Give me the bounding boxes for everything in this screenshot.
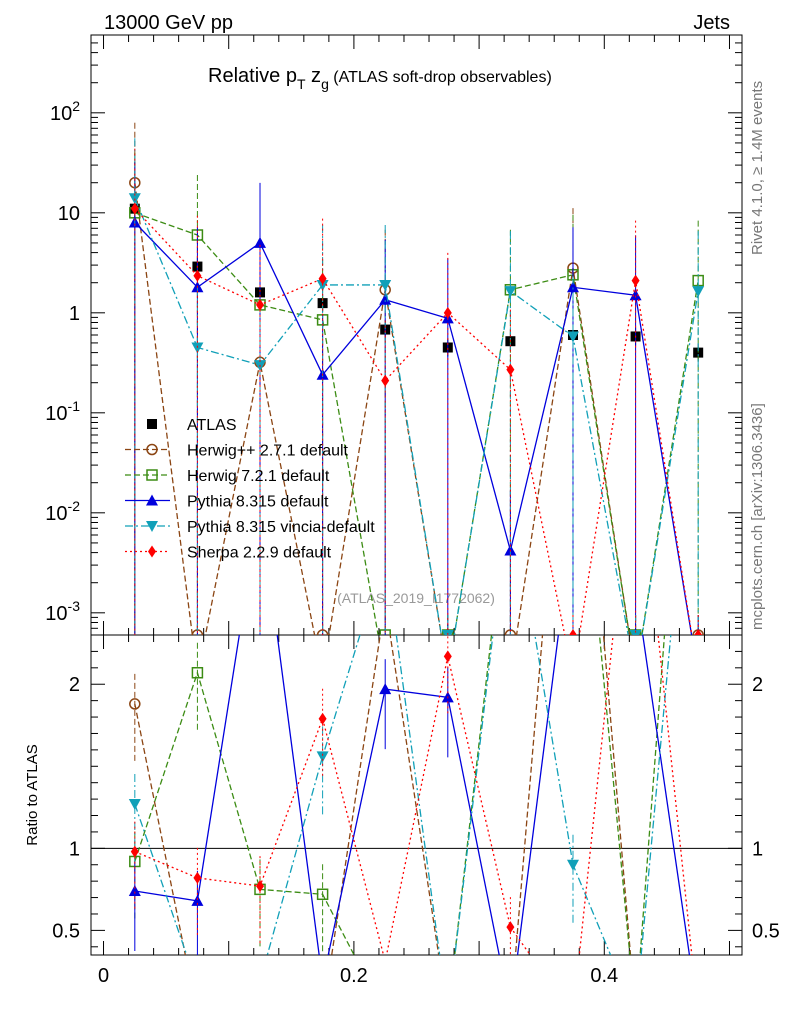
series-marker-pythia bbox=[379, 293, 392, 305]
series-marker-sherpa bbox=[193, 269, 202, 282]
legend-marker bbox=[146, 443, 158, 456]
series-marker-sherpa bbox=[318, 272, 327, 285]
series-marker-vincia bbox=[191, 342, 204, 354]
y-tick-label: 10-1 bbox=[45, 398, 80, 425]
ratio-marker-sherpa bbox=[318, 712, 327, 725]
ratio-marker-vincia bbox=[316, 751, 329, 763]
series-marker-pythia bbox=[629, 289, 642, 301]
series-marker-sherpa bbox=[443, 306, 452, 319]
series-marker-vincia bbox=[566, 331, 579, 343]
series-marker-sherpa bbox=[381, 374, 390, 387]
series-marker-sherpa bbox=[130, 202, 139, 215]
ratio-panel-frame bbox=[90, 634, 743, 956]
legend: ATLAS Herwig++ 2.7.1 default Herwig 7.2.1 … bbox=[125, 417, 375, 562]
series-line-sherpa bbox=[134, 208, 693, 635]
legend-label: Sherpa 2.2.9 default bbox=[187, 545, 332, 562]
ratio-marker-pythia bbox=[379, 683, 392, 695]
ratio-tick-label-left: 1 bbox=[69, 838, 80, 860]
ratio-line-sherpa bbox=[134, 635, 693, 955]
ratio-marker-vincia bbox=[128, 799, 141, 811]
ratio-tick-label-right: 2 bbox=[752, 674, 763, 696]
series-marker-sherpa bbox=[694, 629, 703, 635]
series-line-vincia bbox=[134, 197, 699, 635]
ratio-line-herwig7 bbox=[134, 635, 666, 955]
series-layer bbox=[128, 122, 705, 955]
series-line-herwig7 bbox=[134, 212, 699, 635]
atlas-point bbox=[693, 347, 704, 358]
rivet-label: Rivet 4.1.0, ≥ 1.4M events bbox=[749, 81, 766, 255]
legend-marker bbox=[147, 419, 157, 429]
mcplots-label: mcplots.cern.ch [arXiv:1306.3436] bbox=[749, 403, 766, 630]
series-marker-vincia bbox=[692, 286, 705, 298]
ratio-line-pythia bbox=[134, 635, 691, 955]
series-marker-vincia bbox=[379, 279, 392, 291]
ratio-marker-sherpa bbox=[130, 845, 139, 858]
ratio-marker-herwig7 bbox=[316, 888, 329, 901]
legend-label: Herwig 7.2.1 default bbox=[187, 468, 330, 485]
series-marker-pythia bbox=[254, 236, 267, 248]
ratio-marker-sherpa bbox=[193, 871, 202, 884]
series-marker-sherpa bbox=[506, 363, 515, 376]
ratio-marker-sherpa bbox=[443, 650, 452, 663]
ratio-series-group bbox=[128, 635, 693, 955]
series-marker-pythia bbox=[566, 281, 579, 293]
ratio-tick-label-right: 0.5 bbox=[752, 920, 780, 942]
analysis-watermark: (ATLAS_2019_I1772062) bbox=[337, 590, 495, 606]
legend-label: Pythia 8.315 default bbox=[187, 494, 329, 511]
ratio-marker-vincia bbox=[566, 859, 579, 871]
legend-marker bbox=[148, 545, 156, 558]
y-tick-label: 1 bbox=[69, 303, 80, 325]
ratio-marker-pythia bbox=[191, 894, 204, 906]
ratio-tick-label-left: 0.5 bbox=[52, 920, 80, 942]
axis-ticks: 0 0.2 0.4 10-3 10-2 10-1 1 10 102 0.5 0.5 1 1 2 2 bbox=[45, 34, 780, 987]
y-tick-label: 10-2 bbox=[45, 498, 80, 525]
legend-marker bbox=[146, 469, 158, 481]
series-marker-sherpa bbox=[631, 274, 640, 287]
ratio-line-vincia bbox=[134, 635, 672, 955]
ratio-tick-label-left: 2 bbox=[69, 674, 80, 696]
y-tick-label: 10 bbox=[58, 203, 80, 225]
energy-label: 13000 GeV pp bbox=[104, 12, 233, 34]
series-marker-sherpa bbox=[568, 629, 577, 635]
series-marker-vincia bbox=[441, 630, 454, 635]
legend-marker bbox=[146, 494, 158, 506]
ratio-marker-sherpa bbox=[256, 880, 265, 893]
legend-marker bbox=[146, 521, 158, 532]
y-tick-label: 102 bbox=[50, 98, 80, 125]
legend-label: Herwig++ 2.7.1 default bbox=[187, 443, 349, 460]
series-line-pythia bbox=[134, 222, 693, 635]
ratio-y-label: Ratio to ATLAS bbox=[24, 744, 41, 845]
chart-title: Relative pT zg (ATLAS soft-drop observab… bbox=[208, 65, 552, 92]
ratio-marker-sherpa bbox=[506, 921, 515, 934]
x-tick-label: 0.2 bbox=[340, 965, 368, 987]
ratio-marker-herwig++ bbox=[129, 698, 141, 710]
ratio-tick-label-right: 1 bbox=[752, 838, 763, 860]
ratio-marker-pythia bbox=[128, 885, 141, 896]
x-tick-label: 0.4 bbox=[590, 965, 618, 987]
main-series-group bbox=[128, 122, 705, 635]
ratio-marker-herwig7 bbox=[191, 666, 204, 679]
series-marker-sherpa bbox=[256, 298, 265, 311]
series-marker-vincia bbox=[504, 286, 517, 298]
legend-label: ATLAS bbox=[187, 417, 237, 434]
process-label: Jets bbox=[693, 12, 730, 34]
legend-label: Pythia 8.315 vincia-default bbox=[187, 519, 375, 536]
x-tick-label: 0 bbox=[98, 965, 109, 987]
atlas-point bbox=[317, 298, 328, 309]
y-tick-label: 10-3 bbox=[45, 598, 80, 625]
ratio-line-herwig++ bbox=[134, 635, 632, 955]
